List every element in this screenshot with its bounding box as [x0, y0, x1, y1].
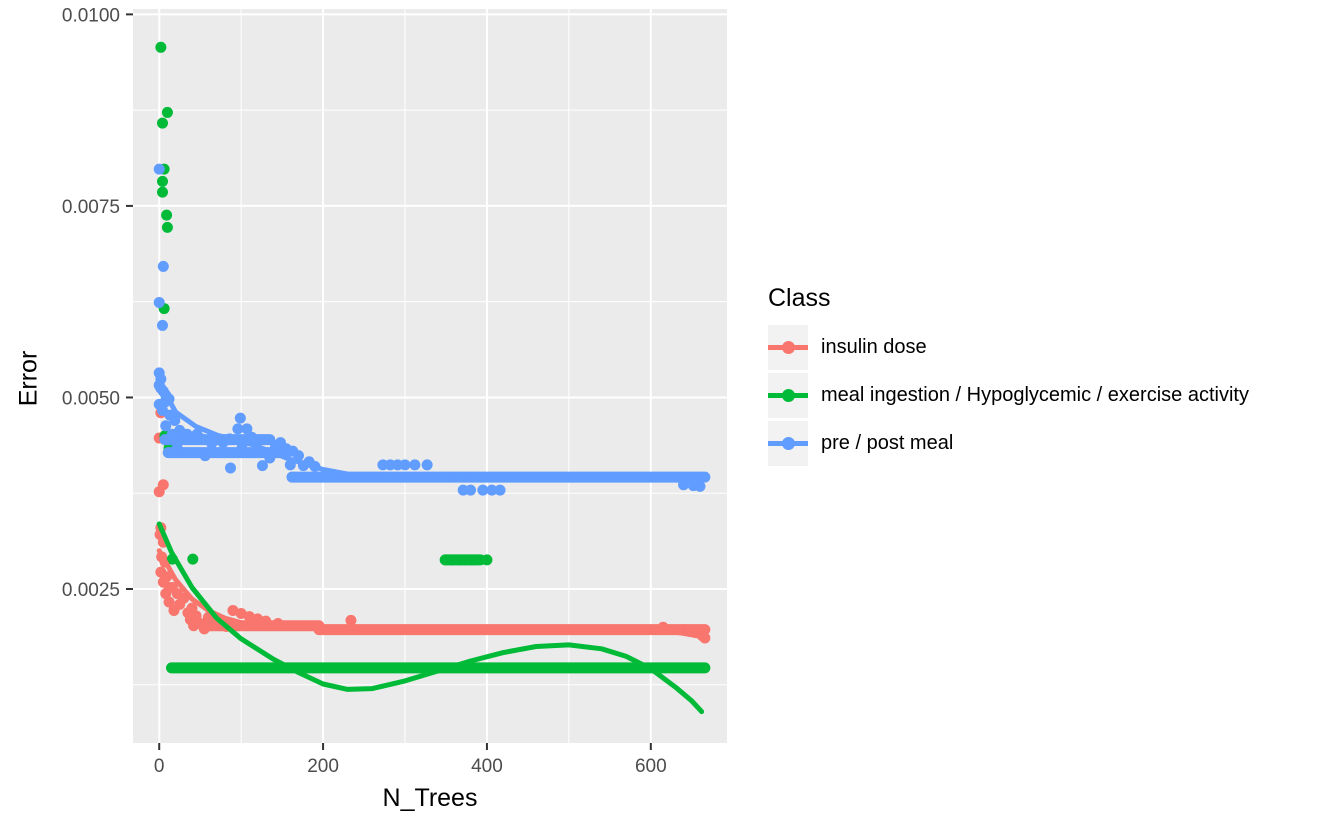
svg-text:200: 200: [307, 756, 339, 777]
series-points-meal-ingestion-hypoglycemic-exercise-activity: [155, 41, 711, 674]
series-smooth-meal-ingestion-hypoglycemic-exercise-activity: [156, 521, 705, 715]
svg-text:400: 400: [471, 756, 503, 777]
series-smooth-insulin-dose: [156, 548, 705, 639]
svg-text:0: 0: [154, 756, 165, 777]
legend-item-meal-ingestion: meal ingestion / Hypoglycemic / exercise…: [768, 373, 1249, 418]
legend-item-label: pre / post meal: [821, 432, 954, 454]
legend-key-swatch: [768, 373, 808, 418]
legend-item-label: insulin dose: [821, 336, 927, 358]
grid-major: [133, 9, 727, 743]
grid-minor: [133, 9, 727, 743]
svg-text:0.0050: 0.0050: [62, 388, 120, 409]
x-axis-title: N_Trees: [382, 784, 478, 812]
legend-key-swatch: [768, 325, 808, 370]
legend-item-insulin-dose: insulin dose: [768, 325, 1249, 370]
legend: Class insulin dose meal ingestion / Hypo…: [768, 284, 1249, 469]
legend-key-point-icon: [781, 437, 795, 450]
y-axis-title: Error: [14, 350, 43, 407]
legend-item-pre-post-meal: pre / post meal: [768, 421, 1249, 466]
svg-text:600: 600: [635, 756, 667, 777]
svg-text:0.0075: 0.0075: [62, 197, 120, 218]
series-smooth-pre-post-meal: [156, 379, 706, 481]
legend-key-swatch: [768, 421, 808, 466]
legend-item-label: meal ingestion / Hypoglycemic / exercise…: [821, 384, 1249, 406]
y-axis-ticks: 0.0025 0.0050 0.0075 0.0100: [62, 5, 133, 601]
legend-key-point-icon: [781, 389, 795, 402]
x-axis-ticks: 0 200 400 600: [154, 743, 667, 777]
svg-text:0.0100: 0.0100: [62, 5, 120, 26]
legend-key-point-icon: [781, 341, 795, 354]
svg-text:0.0025: 0.0025: [62, 580, 120, 601]
legend-title: Class: [768, 284, 831, 312]
